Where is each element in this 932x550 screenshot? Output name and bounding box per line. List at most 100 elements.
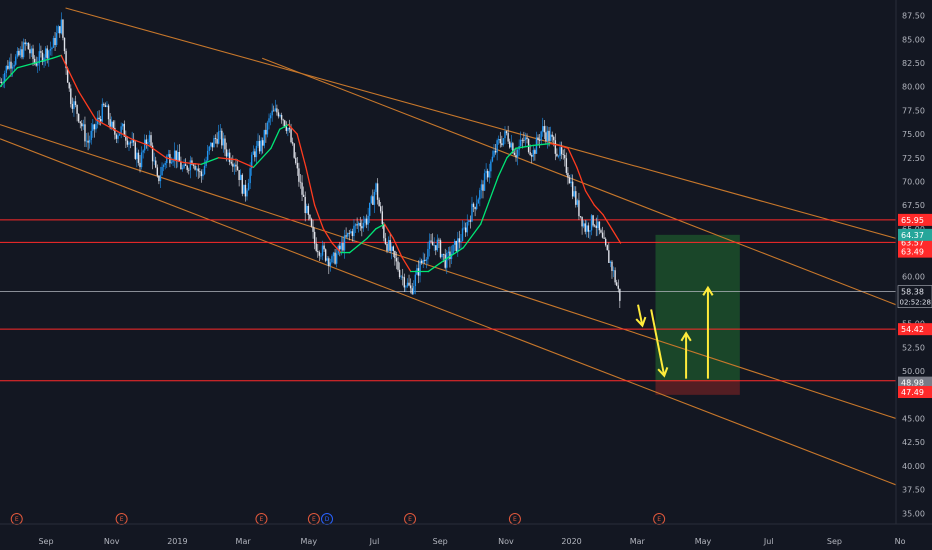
candle-body (553, 136, 555, 141)
candle-body (0, 82, 3, 83)
ema-segment (602, 214, 613, 230)
candle-body (13, 64, 15, 67)
candle-body (587, 225, 590, 232)
candle-body (200, 171, 203, 177)
candle-body (534, 150, 536, 154)
candle-body (32, 48, 34, 59)
candle-body (406, 282, 409, 287)
candle-body (85, 140, 88, 142)
candle-body (398, 269, 401, 278)
candle-body (606, 245, 608, 251)
event-label: E (408, 516, 412, 523)
ema-segment (331, 242, 342, 254)
candle-body (126, 140, 129, 145)
y-tick-label: 50.00 (902, 367, 925, 376)
y-tick-label: 85.00 (902, 35, 925, 44)
arrow-up-1-head (702, 285, 714, 296)
candle-body (186, 165, 188, 170)
arrow-up-1 (702, 285, 714, 379)
candle-body (301, 182, 303, 195)
candle-body (469, 220, 472, 222)
candle-body (537, 137, 539, 141)
candle-body (252, 151, 254, 155)
candle-body (60, 19, 63, 34)
x-tick-label: Nov (498, 537, 514, 546)
ema-segment (322, 228, 333, 244)
candlesticks (0, 12, 621, 309)
target-tag-bg (898, 228, 932, 241)
position-zones (655, 234, 740, 395)
y-tick-label: 75.00 (902, 130, 925, 139)
x-tick-label: Jul (369, 537, 380, 546)
candle-body (600, 230, 602, 233)
ema-segment (60, 54, 80, 93)
event-label: E (513, 516, 517, 523)
candle-body (173, 150, 176, 161)
ema-segment (165, 157, 185, 164)
candle-body (84, 124, 86, 142)
candle-body (217, 131, 220, 144)
ema-segment (576, 166, 587, 192)
level-tag-0-bg (898, 213, 932, 226)
candle-body (74, 101, 77, 106)
candle-body (76, 105, 78, 114)
candle-body (2, 81, 4, 83)
candle-body (364, 218, 366, 223)
candle-body (520, 139, 522, 146)
drawn-arrows (635, 285, 714, 379)
candle-body (453, 240, 456, 245)
candle-body (243, 184, 245, 194)
candle-body (570, 181, 572, 184)
arrow-down-1 (650, 309, 669, 378)
candle-body (40, 51, 42, 53)
candle-body (183, 164, 185, 168)
candle-body (370, 196, 372, 203)
candle-body (257, 141, 259, 146)
y-tick-label: 42.50 (902, 438, 925, 447)
candle-body (464, 227, 467, 233)
candle-body (317, 250, 319, 253)
candle-body (125, 136, 127, 141)
candle-body (279, 115, 281, 117)
candle-body (409, 285, 412, 289)
candle-body (117, 135, 119, 139)
x-tick-label: Mar (236, 537, 252, 546)
candle-body (99, 119, 102, 122)
level-tag-2-bg (898, 323, 932, 336)
candle-body (549, 134, 552, 141)
candle-body (139, 162, 141, 168)
candle-body (419, 260, 421, 276)
candle-body (557, 155, 560, 157)
candle-body (285, 126, 288, 131)
candle-body (298, 168, 300, 182)
candle-body (106, 105, 108, 107)
candle-body (353, 225, 355, 237)
event-label: E (312, 516, 316, 523)
x-tick-label: Nov (104, 537, 120, 546)
candle-body (597, 221, 599, 228)
candle-body (164, 163, 166, 165)
candle-body (457, 238, 459, 251)
candle-body (372, 196, 374, 205)
candle-body (142, 150, 144, 153)
candle-body (369, 202, 371, 216)
candle-body (254, 151, 256, 158)
candle-body (265, 129, 267, 135)
candle-body (134, 142, 136, 159)
candle-body (339, 245, 341, 250)
candle-body (617, 285, 619, 289)
candle-body (329, 262, 332, 266)
candle-body (82, 124, 85, 127)
candle-body (21, 49, 23, 58)
ema-segment (0, 67, 19, 88)
candle-body (589, 230, 591, 232)
candle-body (450, 253, 453, 259)
candle-body (526, 137, 528, 140)
y-tick-label: 40.00 (902, 462, 925, 471)
x-tick-label: May (695, 537, 712, 546)
candle-body (400, 276, 402, 278)
candle-body (323, 245, 325, 250)
candle-body (340, 242, 343, 250)
candle-body (435, 245, 437, 251)
